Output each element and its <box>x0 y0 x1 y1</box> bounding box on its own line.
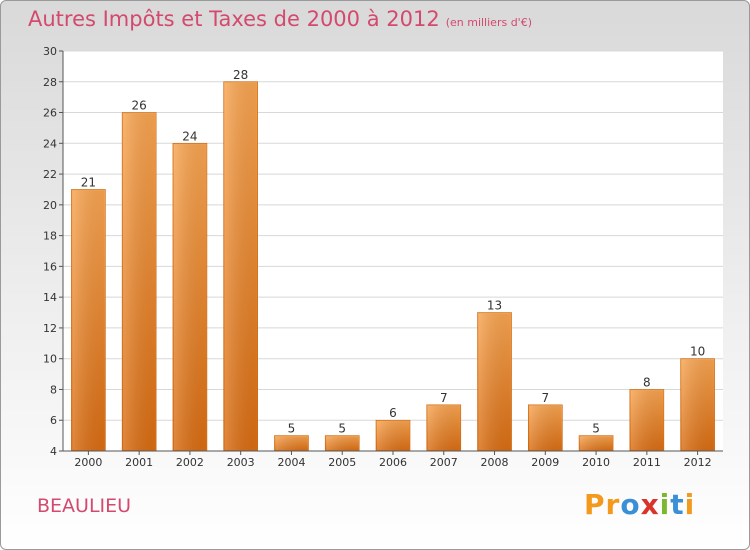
y-tick-label: 14 <box>43 291 57 304</box>
y-tick-label: 16 <box>43 260 57 273</box>
x-tick-label: 2002 <box>176 456 204 469</box>
y-tick-label: 12 <box>43 322 57 335</box>
y-tick-label: 26 <box>43 107 57 120</box>
bar-shine <box>427 405 460 450</box>
x-tick-label: 2009 <box>531 456 559 469</box>
x-tick-label: 2000 <box>74 456 102 469</box>
bar-value-label: 6 <box>389 406 397 420</box>
x-tick-label: 2004 <box>277 456 305 469</box>
x-tick-label: 2005 <box>328 456 356 469</box>
bar-shine <box>123 113 156 451</box>
logo-letter: i <box>659 488 671 521</box>
proxiti-logo: Proxiti <box>584 488 695 521</box>
y-tick-label: 24 <box>43 137 57 150</box>
logo-letter: x <box>640 488 660 521</box>
bar-value-label: 7 <box>541 391 549 405</box>
x-tick-label: 2003 <box>227 456 255 469</box>
bar-shine <box>72 190 105 450</box>
chart-subtitle: (en milliers d'€) <box>445 16 532 29</box>
bar-value-label: 5 <box>338 422 346 436</box>
y-tick-label: 22 <box>43 168 57 181</box>
bar-shine <box>275 436 308 450</box>
y-tick-label: 4 <box>50 445 57 458</box>
x-tick-label: 2011 <box>633 456 661 469</box>
bar-shine <box>224 82 257 451</box>
y-tick-label: 20 <box>43 199 57 212</box>
logo-letter: i <box>684 488 696 521</box>
x-tick-label: 2006 <box>379 456 407 469</box>
bar-value-label: 5 <box>592 422 600 436</box>
x-tick-label: 2007 <box>430 456 458 469</box>
x-tick-label: 2001 <box>125 456 153 469</box>
x-tick-label: 2012 <box>684 456 712 469</box>
logo-letter: t <box>670 488 685 521</box>
y-tick-label: 18 <box>43 230 57 243</box>
logo-letter: o <box>620 488 641 521</box>
bar-value-label: 5 <box>288 422 296 436</box>
bar-value-label: 10 <box>690 345 705 359</box>
bar-value-label: 21 <box>81 175 96 189</box>
x-tick-label: 2008 <box>481 456 509 469</box>
chart-title: Autres Impôts et Taxes de 2000 à 2012 (en… <box>28 7 532 31</box>
chart-title-text: Autres Impôts et Taxes de 2000 à 2012 <box>28 7 440 31</box>
bar-value-label: 7 <box>440 391 448 405</box>
axes: 4 6 8 10 12 14 16 18 20 22 24 26 28 30 2000 2001 2002 200… <box>43 45 723 469</box>
location-label: BEAULIEU <box>37 495 132 517</box>
y-tick-label: 6 <box>50 414 57 427</box>
bar-value-label: 26 <box>132 99 147 113</box>
bar-value-label: 13 <box>487 299 502 313</box>
bar-shine <box>580 436 613 450</box>
bar-shine <box>529 405 562 450</box>
y-tick-label: 8 <box>50 383 57 396</box>
bar-shine <box>173 144 206 451</box>
y-tick-label: 28 <box>43 76 57 89</box>
bar-shine <box>326 436 359 450</box>
logo-letter: P <box>584 488 606 521</box>
y-tick-label: 30 <box>43 45 57 58</box>
bar-value-label: 8 <box>643 375 651 389</box>
x-tick-label: 2010 <box>582 456 610 469</box>
logo-letter: r <box>605 488 621 521</box>
y-tick-label: 10 <box>43 353 57 366</box>
bar-shine <box>630 390 663 450</box>
bar-value-label: 28 <box>233 68 248 82</box>
bar-shine <box>377 421 409 450</box>
bar-shine <box>681 359 714 450</box>
bar-shine <box>478 313 511 450</box>
bar-value-label: 24 <box>182 129 197 143</box>
plot-area <box>63 51 723 451</box>
